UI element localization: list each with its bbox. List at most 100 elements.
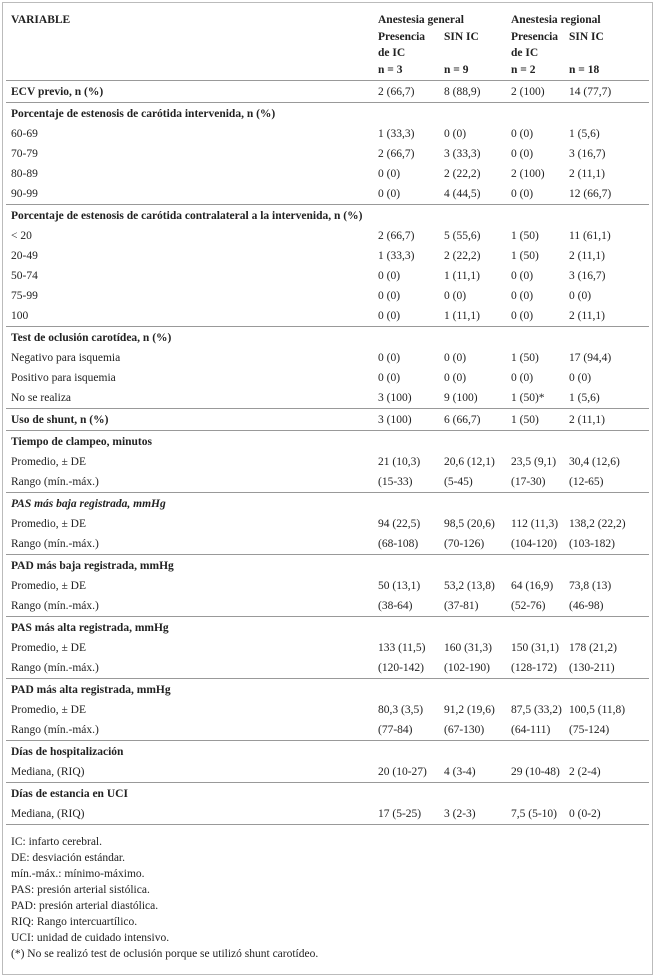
- cell: 73,8 (13): [569, 580, 612, 592]
- cell: 4 (44,5): [444, 188, 481, 200]
- cell: 0 (0): [511, 128, 534, 140]
- cell: (77-84): [378, 724, 413, 736]
- cell: 3 (16,7): [569, 148, 606, 160]
- cell: 1 (50): [506, 408, 564, 431]
- cell: (68-108): [378, 538, 419, 550]
- cell: 150 (31,1): [511, 642, 559, 654]
- cell: 0 (0): [378, 188, 401, 200]
- footnote: (*) No se realizó test de oclusión porqu…: [11, 948, 319, 960]
- cell: 138,2 (22,2): [569, 518, 626, 530]
- cell: 2 (11,1): [569, 310, 605, 322]
- header-cell: Anestesia regional Presencia de IC n = 2: [506, 6, 601, 81]
- cell: 2 (66,7): [378, 230, 415, 242]
- section-title: Porcentaje de estenosis de carótida inte…: [6, 102, 649, 124]
- section-row: Días de hospitalización: [6, 740, 649, 762]
- section-row: PAS más alta registrada, mmHg: [6, 616, 649, 638]
- cell: (75-124): [569, 724, 610, 736]
- cell: 2 (11,1): [564, 408, 649, 431]
- column-label: Presencia: [378, 30, 426, 43]
- header-cell: SIN IC n = 18: [564, 6, 649, 81]
- section-title: Tiempo de clampeo, minutos: [6, 430, 649, 452]
- row-label: Rango (mín.-máx.): [11, 538, 99, 550]
- cell: (120-142): [378, 662, 424, 674]
- cell: 0 (0): [511, 148, 534, 160]
- column-label: de IC: [511, 47, 539, 59]
- cell: 2 (100): [506, 80, 564, 103]
- data-row: Mediana, (RIQ) 20 (10-27) 4 (3-4) 29 (10-48…: [6, 762, 649, 783]
- section-title: Días de hospitalización: [6, 740, 649, 762]
- cell: 0 (0): [511, 310, 534, 322]
- cell: 23,5 (9,1): [511, 456, 557, 468]
- header-cell: Anestesia general Presencia de IC n = 3: [373, 6, 464, 81]
- cell: 98,5 (20,6): [444, 518, 495, 530]
- cell: 0 (0): [511, 290, 534, 302]
- cell: 50 (13,1): [378, 580, 421, 592]
- cell: (46-98): [569, 600, 604, 612]
- row-label: Mediana, (RIQ): [11, 766, 85, 778]
- footnote: UCI: unidad de cuidado intensivo.: [11, 932, 170, 944]
- cell: 2 (2-4): [569, 766, 601, 778]
- section-row: Uso de shunt, n (%) 3 (100) 6 (66,7) 1 (50)…: [6, 408, 649, 431]
- column-label: SIN IC: [444, 30, 479, 43]
- section-title: Porcentaje de estenosis de carótida cont…: [6, 204, 649, 226]
- cell: 2 (66,7): [373, 80, 439, 103]
- cell: 0 (0): [378, 168, 401, 180]
- section-row: Porcentaje de estenosis de carótida cont…: [6, 204, 649, 226]
- cell: (17-30): [511, 476, 546, 488]
- section-title: Días de estancia en UCI: [6, 782, 649, 804]
- row-label: Promedio, ± DE: [11, 704, 86, 716]
- section-row: ECV previo, n (%) 2 (66,7) 8 (88,9) 2 (100)…: [6, 80, 649, 103]
- cell: 1 (50): [511, 230, 539, 242]
- spacer: [444, 47, 506, 64]
- table-rule: [6, 824, 649, 825]
- cell: 100,5 (11,8): [569, 704, 626, 716]
- row-label: Mediana, (RIQ): [11, 808, 85, 820]
- cell: 2 (11,1): [569, 168, 605, 180]
- cell: 133 (11,5): [378, 642, 426, 654]
- cell: 1 (33,3): [378, 128, 415, 140]
- data-row: 75-99 0 (0) 0 (0) 0 (0) 0 (0): [6, 286, 649, 306]
- cell: (37-81): [444, 600, 479, 612]
- footnote: DE: desviación estándar.: [11, 852, 126, 864]
- cell: 1 (33,3): [378, 250, 415, 262]
- cell: (128-172): [511, 662, 557, 674]
- cell: 5 (55,6): [444, 230, 481, 242]
- cell: 29 (10-48): [511, 766, 560, 778]
- cell: (15-33): [378, 476, 413, 488]
- data-row: Negativo para isquemia 0 (0) 0 (0) 1 (50) 17…: [6, 348, 649, 368]
- row-label: 20-49: [11, 250, 38, 262]
- cell: 94 (22,5): [378, 518, 421, 530]
- cell: 7,5 (5-10): [511, 808, 557, 820]
- column-label: Presencia: [511, 30, 559, 43]
- data-row: Promedio, ± DE 133 (11,5) 160 (31,3) 150 (3…: [6, 638, 649, 658]
- section-row: Tiempo de clampeo, minutos: [6, 430, 649, 452]
- cell: 80,3 (3,5): [378, 704, 424, 716]
- row-label: 80-89: [11, 168, 38, 180]
- cell: 53,2 (13,8): [444, 580, 495, 592]
- cell: 12 (66,7): [569, 188, 612, 200]
- row-label: < 20: [11, 230, 32, 242]
- cell: 1 (5,6): [569, 392, 600, 404]
- cell: 91,2 (19,6): [444, 704, 495, 716]
- cell: (52-76): [511, 600, 546, 612]
- cell: 0 (0): [444, 128, 467, 140]
- cell: (5-45): [444, 476, 473, 488]
- cell: (130-211): [569, 662, 615, 674]
- cell: 30,4 (12,6): [569, 456, 620, 468]
- cell: 2 (100): [511, 168, 545, 180]
- data-row: 50-74 0 (0) 1 (11,1) 0 (0) 3 (16,7): [6, 266, 649, 286]
- section-row: PAD más baja registrada, mmHg: [6, 554, 649, 576]
- row-label: Promedio, ± DE: [11, 580, 86, 592]
- cell: 0 (0): [378, 290, 401, 302]
- row-label: Rango (mín.-máx.): [11, 724, 99, 736]
- row-label: Rango (mín.-máx.): [11, 476, 99, 488]
- cell: 2 (11,1): [569, 250, 605, 262]
- cell: 0 (0): [444, 352, 467, 364]
- data-row: Positivo para isquemia 0 (0) 0 (0) 0 (0) 0 (…: [6, 368, 649, 388]
- cell: (12-65): [569, 476, 604, 488]
- cell: 3 (2-3): [444, 808, 476, 820]
- section-row: PAD más alta registrada, mmHg: [6, 678, 649, 700]
- data-row: Rango (mín.-máx.) (15-33) (5-45) (17-30) (12…: [6, 472, 649, 493]
- cell: 17 (94,4): [569, 352, 612, 364]
- row-label: Rango (mín.-máx.): [11, 662, 99, 674]
